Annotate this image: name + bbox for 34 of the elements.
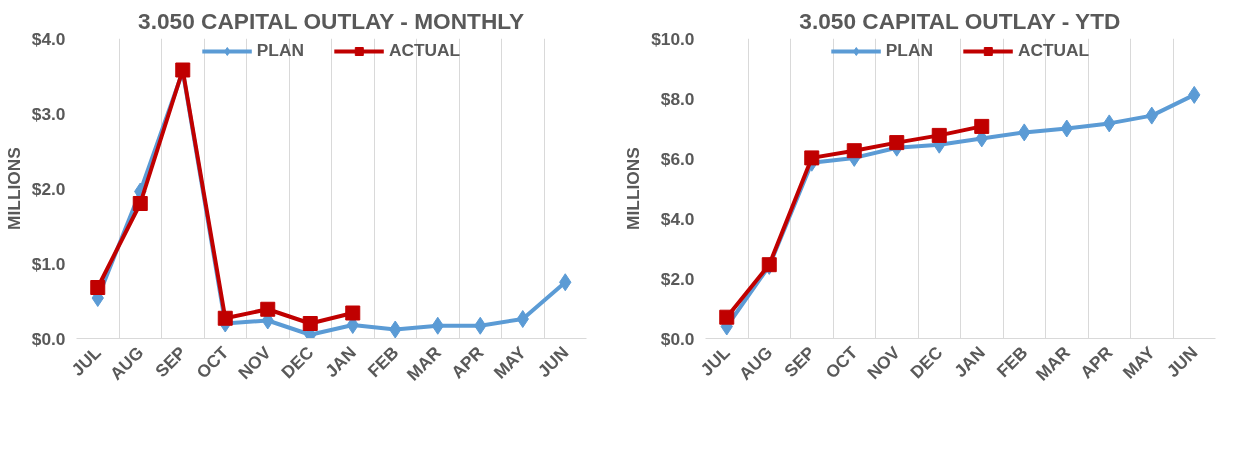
- y-tick-label: $8.0: [660, 88, 695, 109]
- point: [804, 150, 820, 166]
- chart-title: 3.050 CAPITAL OUTLAY - MONTHLY: [138, 7, 525, 34]
- point: [260, 301, 276, 317]
- point: [516, 310, 529, 328]
- legend-label: ACTUAL: [1017, 40, 1090, 61]
- point: [719, 309, 735, 325]
- y-tick-label: $2.0: [31, 178, 66, 199]
- y-tick-label: $0.0: [31, 328, 66, 349]
- x-tick-label: JUL: [696, 342, 735, 380]
- point: [846, 143, 862, 159]
- legend-label: ACTUAL: [388, 40, 461, 61]
- y-tick-label: $3.0: [31, 103, 66, 124]
- y-tick-label: $2.0: [660, 268, 695, 289]
- y-tick-label: $0.0: [660, 328, 695, 349]
- point: [931, 127, 947, 143]
- y-tick-label: $4.0: [31, 28, 66, 49]
- point: [217, 310, 233, 326]
- y-tick-label: $6.0: [660, 148, 695, 169]
- chart-title: 3.050 CAPITAL OUTLAY - YTD: [799, 7, 1121, 34]
- point: [974, 118, 990, 134]
- legend-label: PLAN: [256, 40, 304, 61]
- point: [302, 316, 318, 331]
- legend-label: PLAN: [885, 40, 933, 61]
- y-tick-label: $4.0: [660, 208, 695, 229]
- y-axis-title: MILLIONS: [3, 147, 24, 230]
- x-tick-label: JUL: [67, 342, 106, 380]
- y-tick-label: $1.0: [31, 253, 66, 274]
- point: [132, 196, 148, 211]
- y-axis-title: MILLIONS: [623, 147, 644, 230]
- point: [889, 135, 905, 151]
- y-tick-label: $10.0: [651, 28, 695, 49]
- point: [90, 280, 106, 295]
- point: [345, 305, 361, 321]
